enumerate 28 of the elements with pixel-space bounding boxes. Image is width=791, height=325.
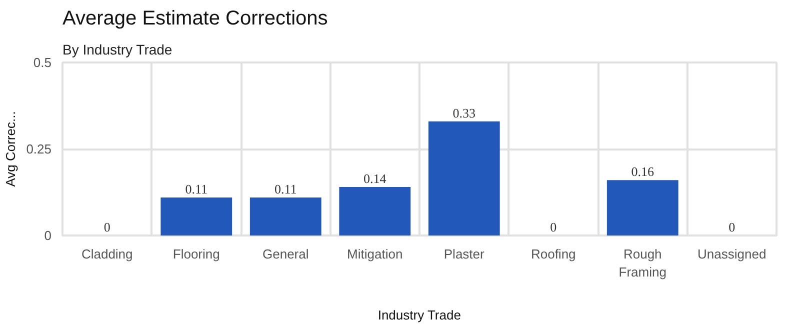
- chart-subtitle: By Industry Trade: [62, 42, 172, 58]
- y-tick-label: 0.25: [26, 142, 52, 156]
- x-tick-label: General: [262, 246, 309, 262]
- y-axis-title: Avg Correc...: [3, 111, 18, 187]
- data-label: 0: [104, 220, 110, 234]
- y-tick-label: 0.5: [33, 55, 52, 70]
- data-label: 0.33: [452, 105, 476, 120]
- x-tick-label: Unassigned: [698, 246, 766, 262]
- x-tick-label: Roofing: [530, 246, 576, 262]
- bar: [339, 187, 411, 236]
- data-label: 0.14: [364, 171, 387, 186]
- bar: [606, 180, 678, 236]
- bar: [160, 197, 232, 236]
- data-label: 0.11: [185, 181, 208, 196]
- x-axis-title: Industry Trade: [378, 308, 461, 322]
- y-tick-label: 0: [44, 228, 52, 243]
- x-tick-label: Rough Framing: [618, 246, 666, 280]
- x-tick-label: Mitigation: [347, 246, 403, 262]
- x-tick-label: Plaster: [444, 246, 486, 262]
- bar: [250, 197, 322, 236]
- data-label: 0.11: [274, 181, 297, 196]
- data-label: 0: [550, 220, 557, 234]
- x-tick-label: Cladding: [81, 246, 133, 262]
- x-tick-label: Flooring: [172, 246, 220, 262]
- chart-title: Average Estimate Corrections: [62, 8, 328, 30]
- data-label: 0.16: [631, 164, 654, 180]
- bar: [428, 121, 500, 236]
- data-label: 0: [728, 220, 736, 234]
